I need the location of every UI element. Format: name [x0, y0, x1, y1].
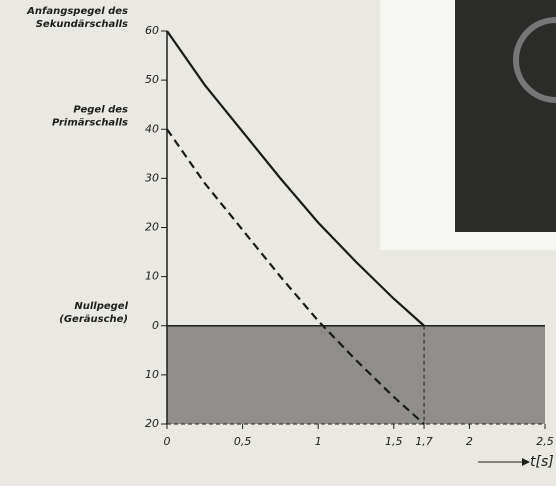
annotation: Primärschalls — [52, 117, 128, 128]
series-line — [166, 128, 425, 425]
y-tick-label: 10 — [145, 270, 159, 283]
x-tick-label: 2,5 — [536, 435, 554, 448]
x-tick-label: 1,7 — [415, 435, 433, 448]
annotation: Sekundärschalls — [36, 19, 128, 30]
annotation: Anfangspegel des — [26, 6, 128, 17]
y-tick-label: 0 — [152, 319, 159, 332]
annotation: Pegel des — [73, 104, 128, 115]
x-axis-arrowhead — [522, 458, 530, 466]
x-tick-label: 1,5 — [385, 435, 403, 448]
y-tick-label: 20 — [145, 417, 159, 430]
x-tick-label: 2 — [466, 435, 473, 448]
y-tick-label: 40 — [145, 122, 159, 135]
photo-detail — [513, 17, 556, 103]
x-tick-label: 1 — [315, 435, 322, 448]
y-tick-label: 10 — [145, 368, 159, 381]
x-axis-label: t[s] — [530, 454, 554, 470]
below-zero-area — [167, 325, 545, 424]
x-tick-label: 0,5 — [234, 435, 252, 448]
series-line — [166, 30, 425, 327]
y-tick-label: 30 — [145, 171, 159, 184]
annotation: Nullpegel — [74, 301, 128, 312]
annotation: (Geräusche) — [59, 314, 128, 325]
y-tick-label: 50 — [145, 73, 159, 86]
y-tick-label: 20 — [145, 221, 159, 234]
x-tick-label: 0 — [164, 435, 171, 448]
y-tick-label: 60 — [145, 24, 159, 37]
photo — [455, 0, 556, 232]
